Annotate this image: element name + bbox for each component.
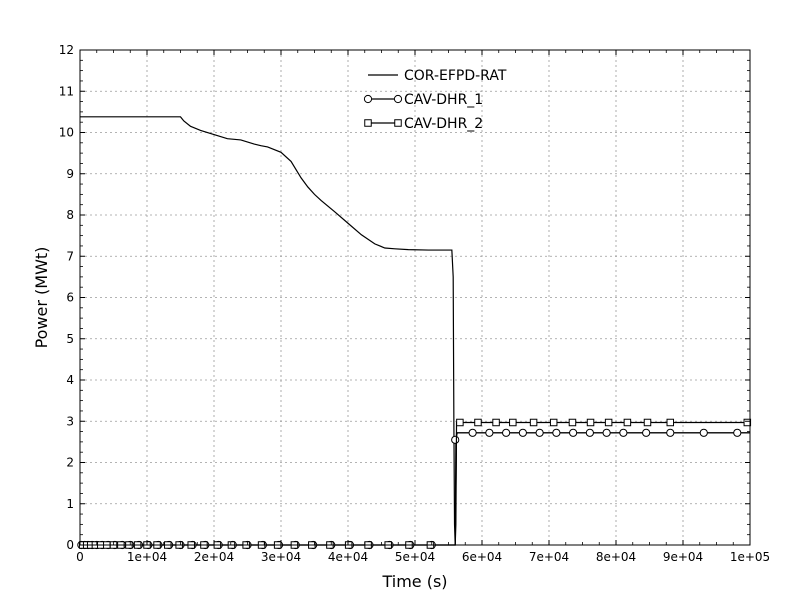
series-line-cor-efpd-rat (80, 116, 750, 546)
x-tick-label: 8e+04 (596, 550, 636, 564)
x-tick-label: 6e+04 (462, 550, 502, 564)
data-point-cav-dhr-2 (568, 418, 577, 427)
legend-marker-cav-dhr-1-left (363, 94, 373, 104)
y-tick-label: 12 (59, 43, 74, 57)
series-layer (77, 116, 752, 550)
data-point-cav-dhr-1 (468, 428, 477, 437)
data-point-cav-dhr-2 (666, 418, 675, 427)
legend-label-cav-dhr-2: CAV-DHR_2 (404, 116, 483, 132)
x-tick-label: 9e+04 (663, 550, 703, 564)
x-tick-label: 0 (76, 550, 84, 564)
y-tick-label: 0 (66, 538, 74, 552)
data-point-cav-dhr-2 (623, 418, 632, 427)
data-point-cav-dhr-2 (509, 418, 517, 427)
y-tick-label: 2 (66, 456, 74, 470)
data-point-cav-dhr-1 (642, 428, 651, 437)
data-point-cav-dhr-2 (492, 418, 500, 427)
x-tick-label: 1e+04 (127, 550, 167, 564)
data-point-cav-dhr-2 (529, 418, 538, 427)
x-tick-label: 5e+04 (395, 550, 435, 564)
y-tick-label: 8 (66, 208, 74, 222)
y-tick-label: 11 (59, 84, 74, 98)
data-point-cav-dhr-1 (552, 428, 561, 437)
data-point-cav-dhr-1 (569, 428, 578, 437)
legend-label-cav-dhr-1: CAV-DHR_1 (404, 92, 483, 108)
y-tick-label: 9 (66, 167, 74, 181)
legend: COR-EFPD-RAT CAV-DHR_1 CAV-DHR_2 (363, 68, 507, 132)
axes: 0 1e+04 2e+04 3e+04 4e+04 5e+04 6e+04 7e+04 8e+0… (59, 43, 770, 564)
y-tick-label: 5 (66, 332, 74, 346)
y-tick-label: 10 (59, 126, 74, 140)
y-tick-label: 6 (66, 291, 74, 305)
x-tick-label: 1e+05 (730, 550, 770, 564)
data-point-cav-dhr-2 (474, 418, 482, 427)
data-point-cav-dhr-1 (666, 428, 675, 437)
data-point-cav-dhr-2 (743, 418, 752, 427)
data-point-cav-dhr-1 (535, 428, 544, 437)
data-point-cav-dhr-1 (699, 428, 708, 437)
x-axis-label: Time (s) (381, 572, 447, 591)
legend-marker-cav-dhr-1-right (393, 94, 403, 104)
legend-marker-cav-dhr-2-right (394, 119, 402, 127)
x-tick-label: 2e+04 (194, 550, 234, 564)
data-point-cav-dhr-2 (643, 418, 652, 427)
x-tick-label: 3e+04 (261, 550, 301, 564)
data-point-cav-dhr-1 (451, 435, 460, 444)
y-tick-label: 7 (66, 249, 74, 263)
data-point-cav-dhr-1 (733, 428, 742, 437)
data-point-cav-dhr-1 (502, 428, 511, 437)
data-point-cav-dhr-1 (485, 428, 494, 437)
legend-label-cor-efpd-rat: COR-EFPD-RAT (404, 68, 507, 84)
data-point-cav-dhr-2 (549, 418, 558, 427)
x-tick-label: 4e+04 (328, 550, 368, 564)
data-point-cav-dhr-2 (604, 418, 613, 427)
grid (80, 50, 750, 545)
data-point-cav-dhr-2 (586, 418, 595, 427)
data-point-cav-dhr-1 (585, 428, 594, 437)
series-line-cav-dhr-1 (80, 432, 750, 546)
y-tick-label: 1 (66, 497, 74, 511)
data-point-cav-dhr-2 (456, 418, 464, 427)
data-point-cav-dhr-1 (602, 428, 611, 437)
y-axis-label: Power (MWt) (32, 247, 51, 349)
data-point-cav-dhr-1 (619, 428, 628, 437)
y-tick-label: 3 (66, 414, 74, 428)
x-tick-label: 7e+04 (529, 550, 569, 564)
y-tick-label: 4 (66, 373, 74, 387)
data-point-cav-dhr-1 (518, 428, 527, 437)
legend-marker-cav-dhr-2-left (364, 119, 372, 127)
